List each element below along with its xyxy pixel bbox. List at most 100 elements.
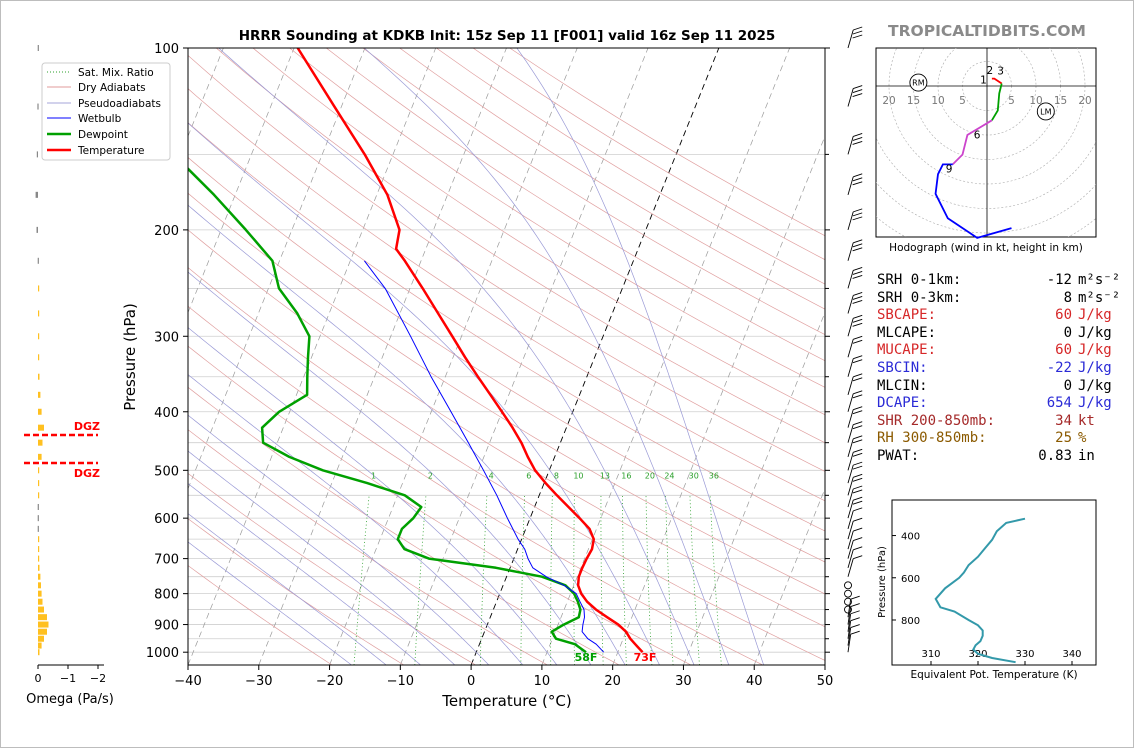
stat-row: MLCIN: 0 J/kg xyxy=(877,378,1112,394)
y-tick-label: 100 xyxy=(154,42,179,57)
barb-shaft xyxy=(847,500,854,519)
wind-barb xyxy=(847,267,863,289)
barb-shaft xyxy=(847,409,854,428)
barb-flag xyxy=(853,314,863,319)
omega-bar xyxy=(38,310,40,317)
isotherm xyxy=(683,311,825,665)
y-tick-label: 600 xyxy=(154,512,179,527)
stat-unit: J/kg xyxy=(1078,342,1112,359)
y-tick-label: 300 xyxy=(154,330,179,345)
moist-adiabat xyxy=(188,483,421,665)
theta-e-profile xyxy=(934,517,1026,664)
omega-bar xyxy=(38,424,44,431)
omega-bar xyxy=(38,555,40,562)
moist-adiabat xyxy=(218,48,695,665)
mixing-ratio-label: 4 xyxy=(489,472,494,481)
isotherm xyxy=(258,48,507,665)
moist-adiabat xyxy=(188,513,387,665)
stat-row: RH 300-850mb: 25% xyxy=(877,430,1086,446)
storm-motion-marker xyxy=(909,73,928,92)
barb-flag xyxy=(852,243,863,248)
barb-shaft xyxy=(847,358,854,377)
omega-axis-label: Omega (Pa/s) xyxy=(26,692,114,707)
stat-value: 8 xyxy=(1063,289,1072,306)
dgz-label-top: DGZ xyxy=(74,420,100,433)
dewpoint-profile xyxy=(188,167,587,654)
mixing-ratio-label: 10 xyxy=(573,472,583,481)
legend-entry: Sat. Mix. Ratio xyxy=(78,67,154,79)
barb-flag xyxy=(852,465,863,470)
y-tick-label: 500 xyxy=(154,464,179,479)
omega-bar xyxy=(37,257,39,264)
moist-adiabat xyxy=(188,450,456,665)
barb-flag xyxy=(852,322,863,327)
barb-flag xyxy=(853,373,863,378)
surface-dewpoint-label: 58F xyxy=(575,651,598,664)
dry-adiabat xyxy=(252,48,825,416)
moist-adiabat xyxy=(188,271,592,665)
theta-e-x-label: Equivalent Pot. Temperature (K) xyxy=(910,669,1077,681)
dry-adiabat xyxy=(326,48,825,362)
mixing-ratio-line xyxy=(550,495,553,665)
chart-title: HRRR Sounding at KDKB Init: 15z Sep 11 [… xyxy=(239,28,776,44)
moist-adiabat xyxy=(188,374,524,665)
barb-shaft xyxy=(847,318,854,337)
omega-bar xyxy=(38,391,41,398)
wetbulb-profile xyxy=(364,260,605,653)
barb-flag xyxy=(852,216,863,221)
stat-unit: J/kg xyxy=(1078,395,1112,412)
storm-motion-label: RM xyxy=(912,79,925,88)
omega-tick-label: −2 xyxy=(90,672,106,685)
wind-barb xyxy=(847,292,863,314)
moist-adiabat xyxy=(516,48,764,665)
hodograph-height-label: 9 xyxy=(946,164,953,176)
dry-adiabat xyxy=(188,192,825,595)
stat-label: MLCAPE: xyxy=(877,324,937,341)
mixing-ratio-line xyxy=(353,495,370,665)
omega-bar xyxy=(38,598,43,605)
wind-barb xyxy=(847,624,860,646)
omega-bar xyxy=(37,525,39,532)
stat-unit: J/kg xyxy=(1078,307,1112,324)
barb-shaft xyxy=(847,88,854,107)
hodograph-ring-label: 10 xyxy=(931,95,944,107)
y-tick-label: 400 xyxy=(154,406,179,421)
stat-label: PWAT: xyxy=(877,448,920,464)
mixing-ratio-line xyxy=(689,495,700,665)
wind-barb xyxy=(847,335,863,358)
barb-shaft xyxy=(847,613,852,632)
barb-flag xyxy=(850,630,860,635)
barb-flag xyxy=(853,435,863,440)
mixing-ratio-label: 36 xyxy=(709,472,719,481)
site-watermark: TROPICALTIDBITS.COM xyxy=(888,22,1086,40)
mixing-ratio-label: 16 xyxy=(621,472,631,481)
barb-flag xyxy=(853,527,863,532)
barb-flag xyxy=(853,517,863,522)
plot-frame xyxy=(187,47,826,666)
calm-wind-circle xyxy=(844,589,852,598)
barb-flag xyxy=(853,473,863,478)
barb-flag xyxy=(852,136,863,141)
hodograph: 20 15 10 5 5 10 15 20 12 3 6 9 RM LM Hodograph (wind… xyxy=(875,47,1097,254)
barb-flag xyxy=(852,181,863,186)
hodograph-ring-label: 5 xyxy=(959,95,966,107)
barb-shaft xyxy=(847,438,854,457)
stat-unit: kt xyxy=(1078,412,1095,429)
omega-bar xyxy=(38,373,40,380)
wind-barb xyxy=(847,610,860,632)
stat-label: SRH 0-1km: xyxy=(877,272,962,288)
stat-label: SRH 0-3km: xyxy=(877,289,962,306)
barb-flag xyxy=(853,132,863,137)
barb-shaft xyxy=(847,464,854,484)
hodograph-trace xyxy=(952,119,993,166)
barb-shaft xyxy=(847,393,854,412)
omega-panel xyxy=(35,45,49,656)
omega-tick-label: 0 xyxy=(35,672,42,685)
mixing-ratio-line xyxy=(622,495,627,665)
barb-shaft xyxy=(847,627,852,646)
wind-barb xyxy=(847,26,863,49)
omega-bar xyxy=(38,614,47,621)
barb-flag xyxy=(852,177,863,182)
omega-bar xyxy=(38,546,40,553)
omega-bar xyxy=(38,606,44,613)
